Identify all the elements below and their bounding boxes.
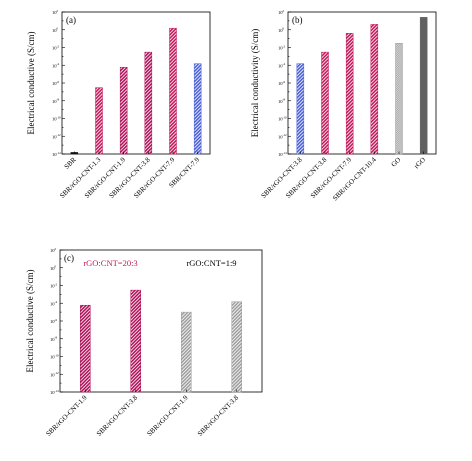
y-tick-exponent: -14 <box>56 151 61 155</box>
bar <box>181 311 192 393</box>
y-axis-label: Electrical conductive (S/cm) <box>26 32 36 135</box>
y-axis-label: Electrical conductive (S/cm) <box>25 270 35 373</box>
bar <box>345 33 354 155</box>
y-tick-label: 10 <box>278 28 283 33</box>
y-tick-exponent: -4 <box>54 300 57 304</box>
y-tick-label: 10 <box>50 301 55 306</box>
y-tick-label: 10 <box>278 46 283 51</box>
y-tick-exponent: -14 <box>54 389 59 393</box>
y-tick-exponent: -8 <box>282 98 285 102</box>
y-tick-label: 10 <box>52 10 57 15</box>
bar <box>395 43 403 155</box>
y-tick-label: 10 <box>278 10 283 15</box>
bar <box>169 27 177 155</box>
bar <box>95 87 103 155</box>
y-tick-exponent: -6 <box>282 80 285 84</box>
y-tick-label: 10 <box>278 81 283 86</box>
group-annotation: rGO:CNT=1:9 <box>186 258 236 268</box>
y-tick-exponent: 2 <box>56 9 58 13</box>
y-tick-label: 10 <box>52 134 57 139</box>
y-tick-exponent: -2 <box>54 282 57 286</box>
x-tick-label: SBR/rGO-CNT-3.8 <box>260 155 304 199</box>
bar <box>80 304 91 393</box>
y-tick-exponent: -6 <box>54 318 57 322</box>
x-tick-label: GO <box>390 156 403 169</box>
bar <box>193 63 202 155</box>
bar <box>130 289 141 393</box>
y-tick-exponent: -10 <box>54 353 59 357</box>
y-tick-exponent: -2 <box>282 44 285 48</box>
y-tick-exponent: -10 <box>56 115 61 119</box>
y-tick-exponent: -4 <box>282 62 285 66</box>
y-tick-label: 10 <box>50 319 55 324</box>
bar <box>419 17 428 155</box>
y-tick-label: 10 <box>52 28 57 33</box>
bar <box>370 24 379 155</box>
y-tick-exponent: 0 <box>54 265 56 269</box>
y-tick-exponent: 2 <box>54 247 56 251</box>
y-tick-exponent: -2 <box>56 44 59 48</box>
y-tick-exponent: 0 <box>56 27 58 31</box>
y-tick-label: 10 <box>50 372 55 377</box>
x-tick-label: SBR <box>63 156 78 171</box>
bar <box>119 66 128 155</box>
x-tick-label: rGO <box>413 156 427 170</box>
y-tick-exponent: 0 <box>282 27 284 31</box>
y-tick-label: 10 <box>52 152 57 157</box>
x-tick-label: SBR/rGO-CNT-1.9 <box>146 393 190 437</box>
y-axis-label: Electrical conductivity (S/cm) <box>250 29 260 137</box>
y-tick-label: 10 <box>52 99 57 104</box>
y-tick-exponent: -6 <box>56 80 59 84</box>
y-tick-exponent: -12 <box>56 133 61 137</box>
y-tick-label: 10 <box>278 117 283 122</box>
y-tick-exponent: -12 <box>54 371 59 375</box>
y-tick-label: 10 <box>50 284 55 289</box>
y-tick-label: 10 <box>50 390 55 395</box>
panel-label: (c) <box>64 253 74 263</box>
bar <box>231 301 242 393</box>
y-tick-exponent: -4 <box>56 62 59 66</box>
panel-label: (b) <box>292 15 303 25</box>
x-tick-label: SBR/rGO-CNT-1.9 <box>45 393 89 437</box>
y-tick-exponent: -8 <box>54 336 57 340</box>
group-annotation: rGO:CNT=20:3 <box>83 258 137 268</box>
x-tick-label: SBR/rGO-CNT-3.8 <box>196 393 240 437</box>
y-tick-exponent: -10 <box>282 115 287 119</box>
y-tick-label: 10 <box>50 337 55 342</box>
y-tick-exponent: 2 <box>282 9 284 13</box>
y-tick-label: 10 <box>50 266 55 271</box>
y-tick-label: 10 <box>278 63 283 68</box>
y-tick-exponent: -8 <box>56 98 59 102</box>
y-tick-label: 10 <box>278 99 283 104</box>
axes-frame <box>61 11 211 155</box>
y-tick-exponent: -14 <box>282 151 287 155</box>
x-tick-label: SBR/rGO-CNT-3.8 <box>95 393 139 437</box>
y-tick-label: 10 <box>52 81 57 86</box>
y-tick-label: 10 <box>50 248 55 253</box>
bar <box>296 63 305 155</box>
y-tick-label: 10 <box>278 152 283 157</box>
y-tick-exponent: -12 <box>282 133 287 137</box>
y-tick-label: 10 <box>52 46 57 51</box>
bar <box>321 51 329 155</box>
x-tick-label: SBR/rGO-CNT-10.4 <box>331 155 378 202</box>
y-tick-label: 10 <box>50 355 55 360</box>
y-tick-label: 10 <box>52 63 57 68</box>
panel-label: (a) <box>66 15 76 25</box>
y-tick-label: 10 <box>52 117 57 122</box>
bar <box>144 51 153 155</box>
axes-frame <box>287 11 437 155</box>
y-tick-label: 10 <box>278 134 283 139</box>
